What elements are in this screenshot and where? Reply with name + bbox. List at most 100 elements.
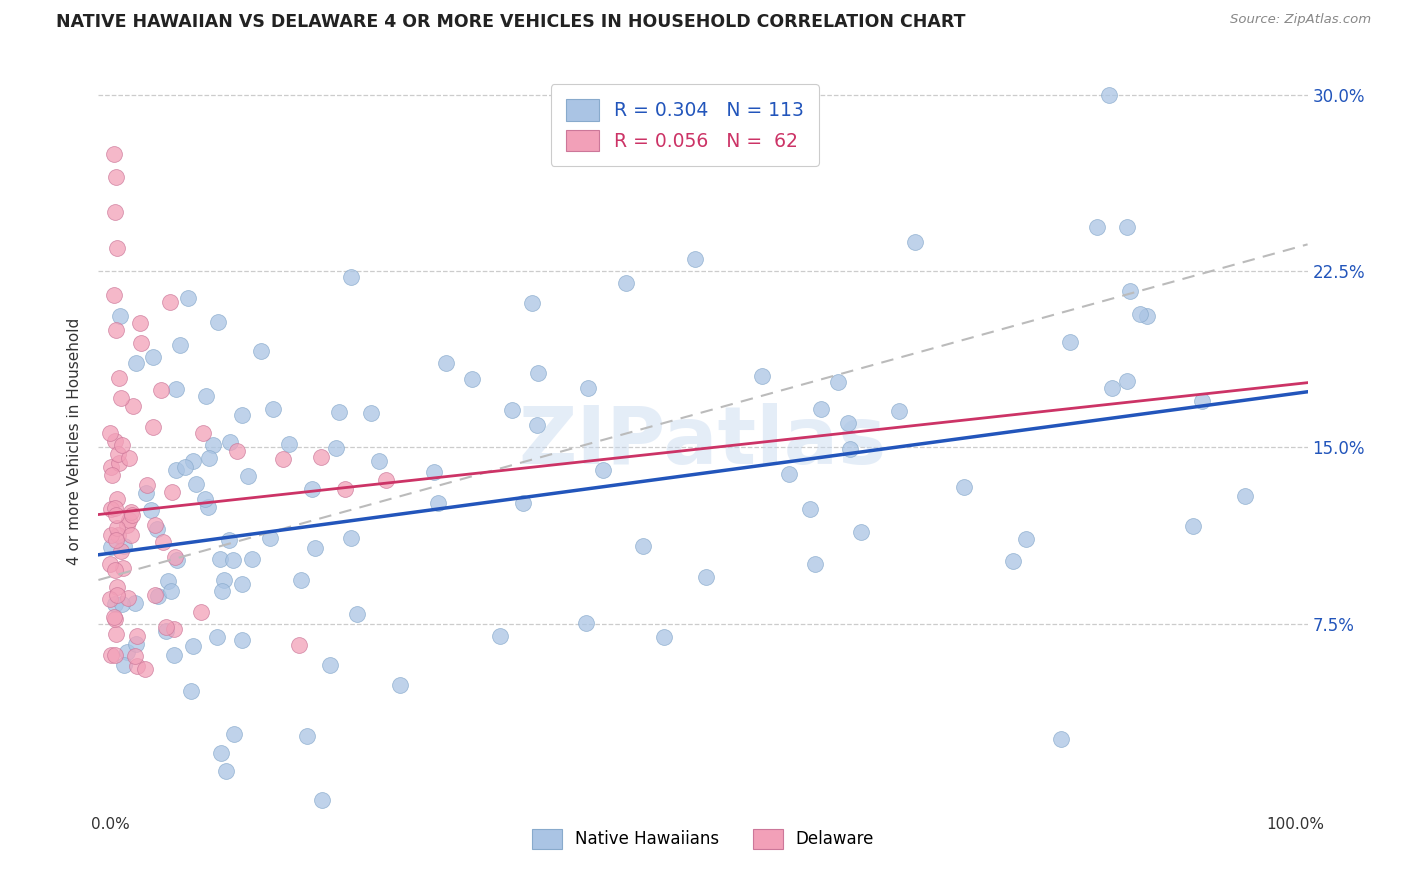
Point [592,463,614,477]
Point [799,502,821,516]
Point [301,482,323,496]
Point [174,459,197,474]
Point [107,528,129,542]
Point [111,438,134,452]
Point [129,335,152,350]
Point [633,540,655,554]
Point [1001,553,1024,567]
Point [207,630,229,644]
Point [1059,334,1081,349]
Point [222,726,245,740]
Point [100,502,122,516]
Point [201,438,224,452]
Point [360,406,382,420]
Point [100,425,122,440]
Point [208,551,231,566]
Point [159,294,181,309]
Point [100,460,122,475]
Point [115,517,138,532]
Point [180,683,202,698]
Point [155,624,177,638]
Point [134,663,156,677]
Point [488,629,510,643]
Point [526,366,548,380]
Text: ZIPatlas: ZIPatlas [519,402,887,481]
Point [105,170,128,185]
Point [135,486,157,500]
Point [110,544,132,558]
Point [1191,393,1213,408]
Point [423,466,446,480]
Point [120,505,142,519]
Point [231,408,253,422]
Point [426,496,449,510]
Point [1234,489,1257,503]
Point [105,491,128,506]
Point [368,454,391,468]
Point [112,657,135,672]
Point [124,596,146,610]
Point [107,456,129,470]
Point [512,496,534,510]
Point [107,370,129,384]
Point [163,648,186,662]
Point [184,476,207,491]
Point [103,146,125,161]
Text: Source: ZipAtlas.com: Source: ZipAtlas.com [1230,13,1371,27]
Point [104,597,127,611]
Point [156,574,179,589]
Point [152,535,174,549]
Point [104,648,127,662]
Point [159,584,181,599]
Point [100,528,122,542]
Point [105,521,128,535]
Point [105,533,128,547]
Point [333,482,356,496]
Point [215,764,238,778]
Point [461,372,484,386]
Point [778,467,800,482]
Point [129,317,152,331]
Point [121,508,143,523]
Point [328,405,350,419]
Point [122,399,145,413]
Point [181,454,204,468]
Point [155,620,177,634]
Point [104,563,127,577]
Point [111,597,134,611]
Point [191,425,214,440]
Text: NATIVE HAWAIIAN VS DELAWARE 4 OR MORE VEHICLES IN HOUSEHOLD CORRELATION CHART: NATIVE HAWAIIAN VS DELAWARE 4 OR MORE VE… [56,13,966,31]
Point [117,513,139,527]
Point [190,605,212,619]
Point [100,648,122,662]
Point [576,381,599,395]
Point [141,419,163,434]
Point [288,638,311,652]
Point [231,632,253,647]
Point [103,287,125,301]
Point [165,382,187,396]
Point [120,528,142,542]
Point [118,451,141,466]
Point [107,447,129,461]
Point [194,491,217,506]
Point [273,451,295,466]
Legend: Native Hawaiians, Delaware: Native Hawaiians, Delaware [524,822,882,855]
Point [100,591,122,606]
Point [218,533,240,547]
Point [1098,87,1121,102]
Point [575,616,598,631]
Point [240,552,263,566]
Point [110,392,132,406]
Point [1115,219,1137,234]
Point [319,657,342,672]
Point [142,350,165,364]
Point [219,435,242,450]
Point [104,612,127,626]
Point [827,376,849,390]
Point [1181,518,1204,533]
Point [143,518,166,533]
Point [259,531,281,545]
Point [149,383,172,397]
Point [226,444,249,458]
